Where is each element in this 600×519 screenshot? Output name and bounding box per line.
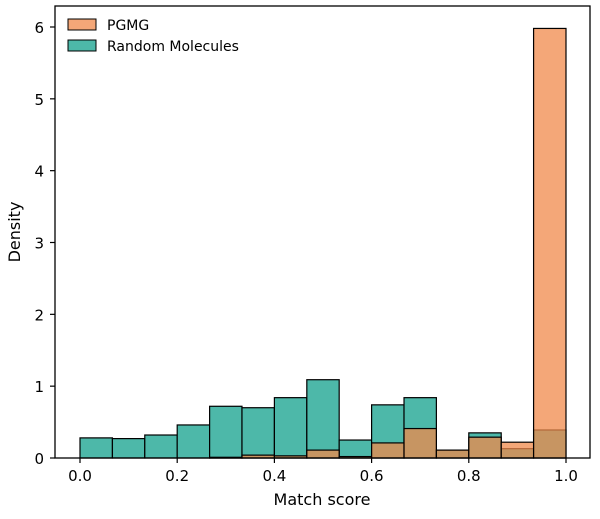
bar-random-6 [273,397,308,459]
y-tick-label: 0 [34,450,44,468]
legend-label-random: Random Molecules [107,39,239,55]
bar-random-0 [79,437,114,459]
legend: PGMG Random Molecules [67,18,239,55]
bar-pgmg-9 [371,442,405,459]
bar-pgmg-13 [500,441,535,459]
bar-pgmg-12 [468,436,502,459]
bar-random-2 [144,434,178,459]
x-tick-label: 0.4 [262,467,286,485]
bar-random-1 [111,438,146,459]
series-pgmg [209,27,567,459]
bar-random-7 [306,379,340,459]
bar-pgmg-14 [532,27,567,459]
y-axis: 0 1 2 3 4 5 6 [34,19,55,468]
x-tick-label: 0.8 [457,467,481,485]
x-tick-label: 1.0 [554,467,578,485]
x-tick-label: 0.0 [68,467,92,485]
plot-frame [54,5,591,459]
bar-random-4 [209,405,243,459]
y-tick-label: 6 [34,19,44,37]
bar-random-3 [176,424,211,459]
x-axis-label: Match score [274,490,371,509]
legend-label-pgmg: PGMG [107,18,149,34]
bar-pgmg-10 [403,427,437,459]
bar-random-5 [241,407,275,459]
x-tick-label: 0.2 [165,467,189,485]
bar-pgmg-11 [435,449,470,459]
x-tick-label: 0.6 [360,467,384,485]
y-tick-label: 4 [34,163,44,181]
y-tick-label: 3 [34,235,44,253]
y-tick-label: 2 [34,306,44,324]
x-axis: 0.0 0.2 0.4 0.6 0.8 1.0 [68,458,578,485]
legend-swatch-random [67,39,97,52]
bar-pgmg-7 [306,449,340,459]
y-axis-label: Density [5,202,24,263]
legend-swatch-pgmg [67,18,97,31]
bar-random-8 [338,439,373,459]
y-tick-label: 1 [34,378,44,396]
y-tick-label: 5 [34,91,44,109]
